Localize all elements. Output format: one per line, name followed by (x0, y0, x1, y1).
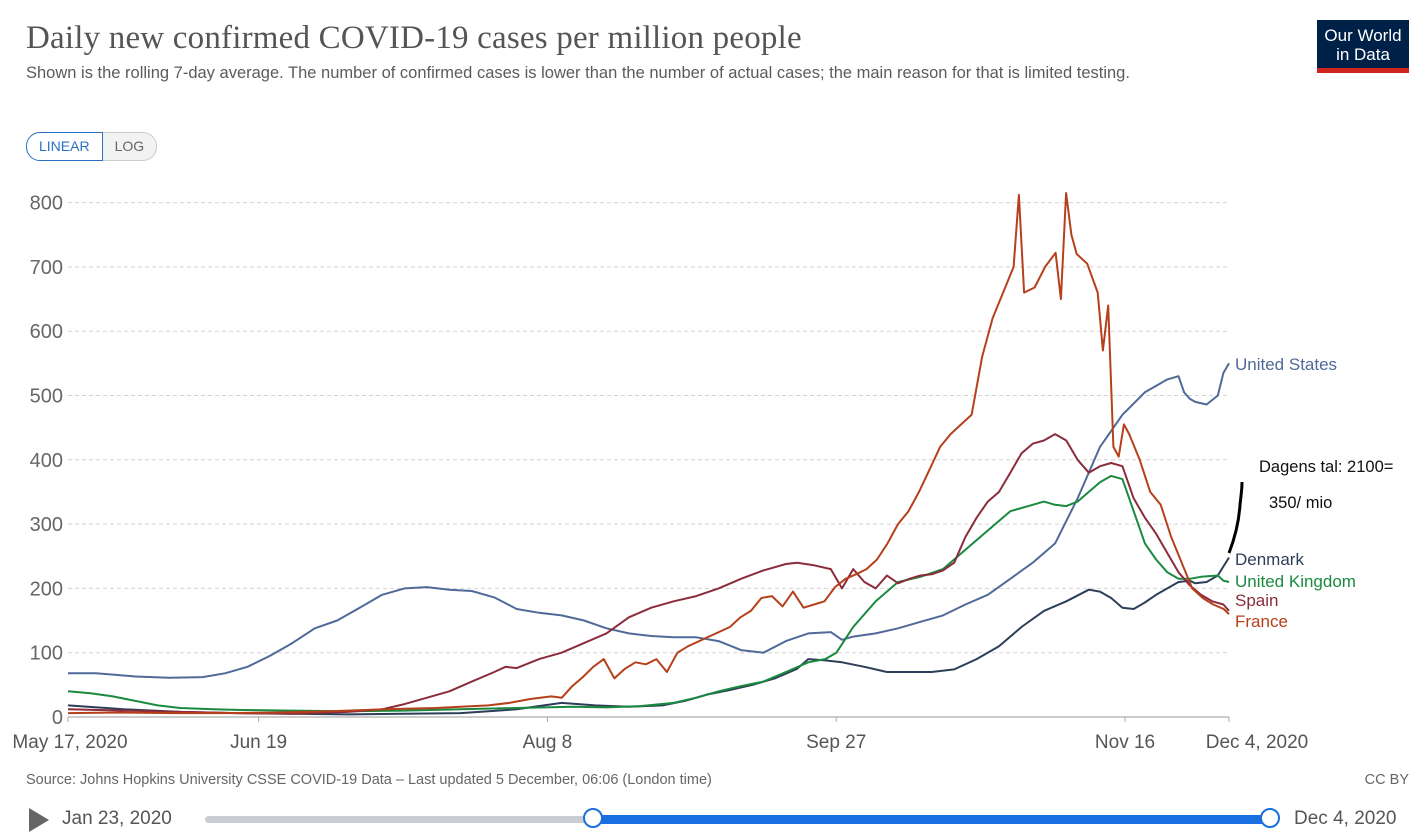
y-tick-label: 700 (30, 257, 63, 279)
timeline-start-label: Jan 23, 2020 (62, 808, 172, 829)
y-tick-label: 800 (30, 193, 63, 215)
series-line-denmark[interactable] (67, 556, 1230, 716)
timeline-end-handle[interactable] (1260, 808, 1280, 828)
x-tick-label: Dec 4, 2020 (1206, 732, 1308, 753)
play-icon[interactable] (29, 808, 49, 832)
y-axis-ticks: 0 100 200 300 400 500 600 700 800 (30, 193, 63, 729)
annotation-stroke (1227, 481, 1244, 554)
grid-lines (68, 202, 1229, 654)
series-line-united-states[interactable] (68, 362, 1230, 679)
series-lines (67, 192, 1230, 716)
logo-line-2: in Data (1336, 45, 1390, 64)
timeline-start-handle[interactable] (583, 808, 603, 828)
chart-title: Daily new confirmed COVID-19 cases per m… (26, 20, 802, 56)
series-label-united-kingdom[interactable]: United Kingdom (1235, 572, 1356, 591)
series-line-spain[interactable] (67, 433, 1230, 715)
timeline: Jan 23, 2020 Dec 4, 2020 (0, 800, 1422, 833)
line-chart: 0 100 200 300 400 500 600 700 800 May 17, 2020 Ju… (12, 192, 1356, 753)
y-tick-label: 100 (30, 643, 63, 665)
series-label-united-states[interactable]: United States (1235, 355, 1337, 374)
y-tick-label: 600 (30, 321, 63, 343)
y-tick-label: 300 (30, 514, 63, 536)
linear-scale-button[interactable]: LINEAR (26, 132, 103, 161)
chart-subtitle: Shown is the rolling 7-day average. The … (26, 64, 1130, 82)
timeline-selected-range (593, 815, 1270, 824)
y-tick-label: 0 (52, 707, 63, 729)
x-tick-label: Sep 27 (806, 732, 866, 753)
series-label-spain[interactable]: Spain (1235, 591, 1278, 610)
scale-toggle: LINEAR LOG (26, 132, 158, 161)
logo-line-1: Our World (1324, 26, 1402, 45)
timeline-end-label: Dec 4, 2020 (1294, 808, 1397, 829)
series-label-france[interactable]: France (1235, 612, 1288, 631)
series-line-france[interactable] (67, 192, 1230, 715)
annotation-line-2: 350/ mio (1269, 494, 1333, 512)
series-label-denmark[interactable]: Denmark (1235, 550, 1304, 569)
x-tick-label: Aug 8 (523, 732, 573, 753)
owid-logo[interactable]: Our World in Data (1317, 20, 1409, 73)
y-tick-label: 500 (30, 386, 63, 408)
series-line-united-kingdom[interactable] (67, 474, 1230, 713)
log-scale-button[interactable]: LOG (102, 132, 158, 161)
x-tick-label: Nov 16 (1095, 732, 1155, 753)
license-link[interactable]: CC BY (1364, 772, 1409, 788)
y-tick-label: 400 (30, 450, 63, 472)
x-tick-label: May 17, 2020 (12, 732, 127, 753)
y-tick-label: 200 (30, 578, 63, 600)
x-tick-label: Jun 19 (230, 732, 287, 753)
x-axis: May 17, 2020 Jun 19 Aug 8 Sep 27 Nov 16 Dec 4… (12, 716, 1308, 753)
source-text: Source: Johns Hopkins University CSSE CO… (26, 772, 712, 788)
annotation-line-1: Dagens tal: 2100= (1259, 458, 1394, 476)
